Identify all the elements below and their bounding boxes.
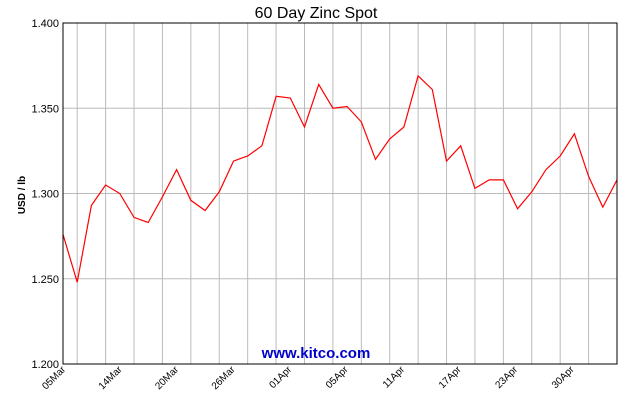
watermark: www.kitco.com [261, 345, 371, 362]
x-tick-label: 20Mar [153, 364, 181, 392]
x-tick-label: 05Apr [324, 364, 351, 391]
y-tick-labels: 1.400 1.350 1.300 1.250 1.200 [31, 18, 59, 371]
x-tick-label: 26Mar [210, 364, 238, 392]
y-tick-label: 1.250 [31, 274, 59, 286]
x-tick-labels: 05Mar 14Mar 20Mar 26Mar 01Apr 05Apr 11Apr 17Apr… [40, 364, 577, 392]
y-tick-label: 1.350 [31, 103, 59, 115]
x-tick-label: 30Apr [550, 364, 577, 391]
x-tick-label: 01Apr [267, 364, 294, 391]
x-tick-label: 11Apr [381, 364, 408, 391]
series-line [62, 74, 618, 283]
chart-title: 60 Day Zinc Spot [255, 5, 378, 22]
y-tick-label: 1.200 [31, 359, 59, 371]
x-tick-label: 23Apr [493, 364, 520, 391]
x-tick-label: 14Mar [97, 364, 125, 392]
y-tick-label: 1.300 [31, 189, 59, 201]
plot-frame [62, 22, 618, 365]
y-tick-label: 1.400 [31, 18, 59, 30]
y-axis-label: USD / lb [17, 176, 28, 214]
x-tick-label: 17Apr [437, 364, 464, 391]
gridlines [63, 22, 617, 365]
